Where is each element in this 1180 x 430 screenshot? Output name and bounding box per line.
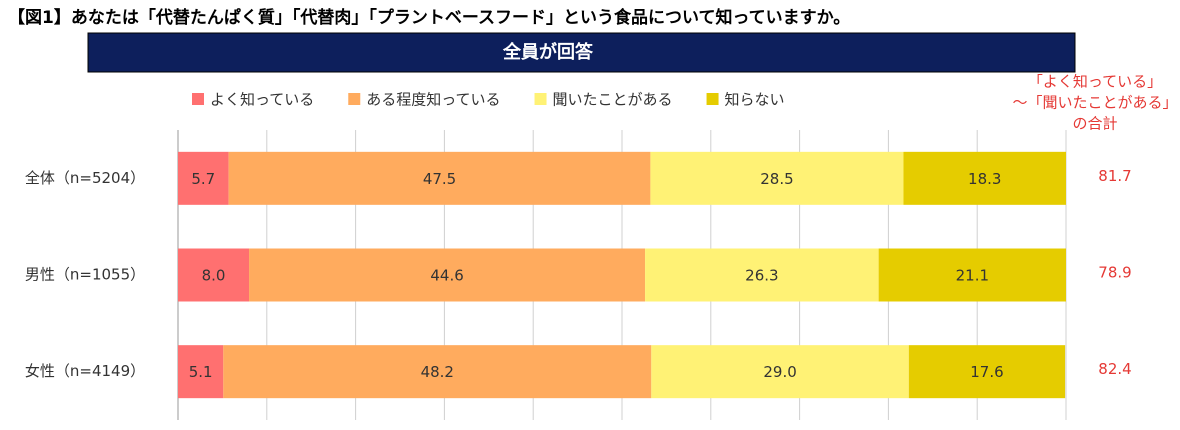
total-label: 78.9 [1098, 264, 1131, 282]
data-label: 17.6 [970, 363, 1003, 381]
bar-segment [228, 151, 651, 205]
legend-swatch [348, 93, 361, 105]
legend-swatch [534, 93, 547, 105]
data-label: 5.1 [189, 363, 213, 381]
bar-segment [178, 345, 224, 399]
data-label: 18.3 [968, 170, 1001, 188]
legend-label: 知らない [725, 91, 785, 109]
data-label: 48.2 [421, 363, 454, 381]
legend-label: 聞いたことがある [553, 91, 673, 109]
annotation: の合計 [1072, 115, 1117, 133]
data-label: 28.5 [760, 170, 793, 188]
data-label: 47.5 [423, 170, 456, 188]
total-label: 82.4 [1098, 360, 1131, 378]
data-label: 44.6 [430, 267, 463, 285]
bar-segment [908, 345, 1066, 399]
chart-title: 【図1】あなたは「代替たんぱく質」「代替肉」「プラントベースフード」という食品に… [8, 7, 850, 28]
bar-segment [178, 151, 229, 205]
legend-swatch [706, 93, 719, 105]
legend-swatch [192, 93, 204, 105]
annotation: 「よく知っている」 [1028, 73, 1162, 91]
legend-label: ある程度知っている [366, 91, 500, 109]
bar-segment [650, 151, 904, 205]
chart-subtitle: 全員が回答 [502, 41, 594, 63]
y-tick-label: 女性（n=4149） [25, 362, 145, 380]
data-label: 29.0 [763, 363, 796, 381]
data-label: 5.7 [191, 170, 215, 188]
bar-segment [645, 248, 879, 302]
bar-segment [178, 248, 250, 302]
data-label: 21.1 [956, 267, 989, 285]
data-label: 8.0 [202, 267, 226, 285]
y-tick-label: 全体（n=5204） [25, 169, 145, 187]
bar-segment [651, 345, 909, 399]
data-label: 26.3 [745, 267, 778, 285]
banner [87, 32, 1076, 73]
bar-segment [223, 345, 652, 399]
y-tick-label: 男性（n=1055） [25, 266, 145, 284]
bar-segment [903, 151, 1066, 205]
legend-label: よく知っている [210, 91, 314, 109]
bar-segment [878, 248, 1066, 302]
bar-segment [249, 248, 646, 302]
total-label: 81.7 [1098, 167, 1131, 185]
annotation: ～「聞いたことがある」 [1012, 94, 1177, 112]
